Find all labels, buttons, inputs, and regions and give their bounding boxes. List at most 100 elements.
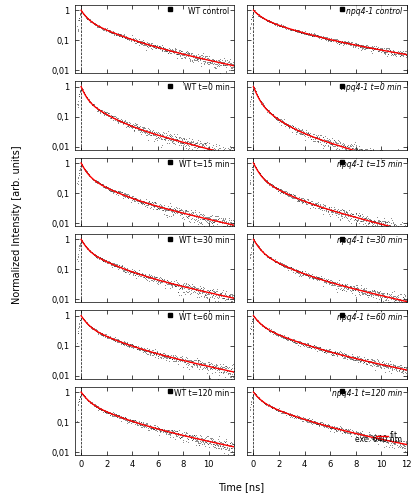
Point	[257, 246, 264, 254]
Point	[402, 444, 409, 452]
Point	[368, 356, 375, 364]
Point	[326, 36, 333, 44]
Point	[305, 269, 311, 277]
Point	[138, 39, 145, 47]
Point	[327, 348, 334, 356]
Point	[134, 422, 141, 430]
Point	[229, 361, 235, 369]
Point	[115, 411, 122, 419]
Point	[266, 108, 272, 116]
Point	[81, 90, 88, 98]
Point	[261, 323, 267, 331]
Point	[168, 278, 174, 285]
Point	[258, 396, 264, 404]
Point	[401, 291, 408, 299]
Point	[253, 314, 259, 322]
Point	[396, 154, 403, 162]
Point	[186, 211, 192, 219]
Point	[332, 424, 338, 432]
Point	[171, 50, 177, 58]
Point	[189, 210, 195, 218]
Point	[275, 332, 282, 340]
Point	[387, 46, 393, 54]
Point	[290, 194, 297, 202]
Point	[188, 436, 195, 444]
Point	[335, 137, 342, 145]
Point	[104, 110, 111, 118]
Point	[79, 86, 85, 94]
Point	[266, 326, 272, 334]
Point	[142, 202, 148, 210]
Point	[398, 437, 404, 445]
Point	[190, 210, 197, 218]
Point	[168, 48, 175, 56]
Point	[313, 137, 320, 145]
Point	[301, 29, 308, 37]
Point	[203, 432, 210, 440]
Point	[207, 146, 213, 154]
Point	[124, 120, 131, 128]
Point	[130, 418, 137, 426]
Point	[354, 214, 360, 222]
Point	[211, 361, 218, 369]
Point	[197, 56, 203, 64]
Point	[355, 41, 362, 49]
Point	[269, 181, 276, 189]
Point	[149, 272, 155, 280]
Point	[362, 219, 369, 227]
Point	[331, 208, 338, 216]
Point	[107, 186, 113, 194]
Point	[348, 149, 355, 157]
Point	[200, 216, 207, 224]
Point	[316, 419, 323, 427]
Point	[260, 101, 267, 109]
Point	[331, 208, 338, 216]
Point	[193, 54, 200, 62]
Point	[203, 142, 209, 150]
Point	[349, 282, 356, 290]
Point	[333, 280, 340, 288]
Point	[351, 428, 358, 436]
Point	[312, 199, 319, 207]
Point	[217, 444, 224, 452]
Point	[196, 54, 203, 62]
Point	[198, 51, 205, 59]
Point	[84, 169, 91, 177]
Point	[110, 29, 117, 37]
Point	[164, 354, 170, 362]
Point	[257, 395, 264, 403]
Point	[226, 62, 233, 70]
Point	[136, 270, 142, 278]
Point	[87, 247, 93, 255]
Point	[402, 296, 409, 304]
Point	[356, 432, 363, 440]
Point	[180, 49, 187, 57]
Point	[100, 180, 107, 188]
Point	[129, 123, 135, 131]
Point	[194, 213, 201, 221]
Point	[76, 324, 82, 332]
Point	[250, 391, 256, 399]
Point	[363, 286, 369, 294]
Point	[144, 130, 151, 138]
Point	[299, 127, 306, 135]
Point	[280, 262, 286, 270]
Point	[279, 408, 286, 416]
Point	[370, 154, 377, 162]
Point	[99, 332, 106, 340]
Point	[295, 126, 302, 134]
Point	[350, 41, 356, 49]
Point	[400, 362, 407, 370]
Point	[128, 121, 135, 129]
Point	[261, 324, 268, 332]
Point	[316, 202, 323, 210]
Point	[326, 348, 332, 356]
Point	[269, 328, 276, 336]
Point	[259, 172, 266, 180]
Point	[88, 99, 95, 107]
Point	[231, 292, 237, 300]
Point	[129, 35, 136, 43]
Point	[153, 276, 159, 284]
Point	[256, 12, 263, 20]
Point	[398, 438, 405, 446]
